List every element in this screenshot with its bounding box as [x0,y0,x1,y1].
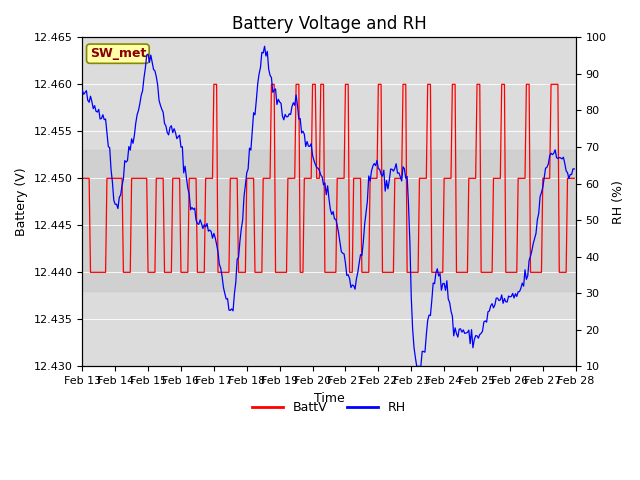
Bar [83,150,576,291]
Y-axis label: Battery (V): Battery (V) [15,168,28,236]
Text: SW_met: SW_met [90,47,146,60]
Y-axis label: RH (%): RH (%) [612,180,625,224]
Title: Battery Voltage and RH: Battery Voltage and RH [232,15,426,33]
Legend: BattV, RH: BattV, RH [247,396,411,420]
X-axis label: Time: Time [314,392,344,405]
